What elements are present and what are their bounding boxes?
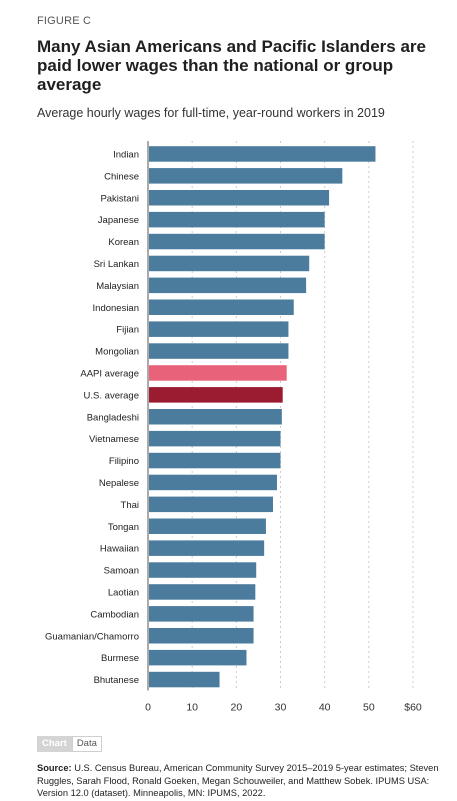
category-label: Korean bbox=[108, 237, 139, 248]
bar bbox=[149, 190, 330, 206]
category-label: Burmese bbox=[101, 653, 139, 664]
figure-label: FIGURE C bbox=[37, 15, 92, 27]
category-label: Thai bbox=[121, 500, 139, 511]
tab-chart[interactable]: Chart bbox=[37, 736, 72, 752]
source-text: U.S. Census Bureau, American Community S… bbox=[37, 763, 439, 798]
category-label: Vietnamese bbox=[89, 434, 139, 445]
bar bbox=[149, 496, 273, 513]
category-label: Hawaiian bbox=[100, 544, 139, 555]
bar bbox=[149, 474, 277, 491]
bar bbox=[149, 606, 254, 622]
category-label: Guamanian/Chamorro bbox=[45, 631, 139, 642]
tab-data[interactable]: Data bbox=[71, 736, 102, 752]
bar bbox=[149, 452, 281, 469]
category-label: Filipino bbox=[109, 456, 139, 467]
bar bbox=[149, 430, 281, 447]
bar bbox=[149, 540, 265, 556]
bar bbox=[149, 387, 283, 403]
bar bbox=[149, 299, 294, 315]
category-label: Mongolian bbox=[95, 347, 139, 358]
bar bbox=[149, 211, 325, 228]
category-label: Fijian bbox=[116, 325, 139, 336]
category-label: Tongan bbox=[108, 522, 139, 533]
category-label: Chinese bbox=[104, 171, 139, 182]
category-label: Nepalese bbox=[99, 478, 139, 489]
x-tick-label: 50 bbox=[363, 702, 375, 714]
chart-title: Many Asian Americans and Pacific Islande… bbox=[37, 37, 426, 94]
bar bbox=[149, 409, 282, 425]
bar bbox=[149, 584, 256, 600]
category-label: AAPI average bbox=[80, 368, 139, 379]
bar-chart: Indian Chinese Pakistani Japanese Korean Sri … bbox=[45, 141, 422, 714]
category-label: Bangladeshi bbox=[87, 412, 139, 423]
bar bbox=[149, 255, 310, 272]
source-label: Source: bbox=[37, 763, 72, 773]
chart-subtitle: Average hourly wages for full-time, year… bbox=[37, 106, 385, 120]
x-tick-label: 40 bbox=[319, 702, 331, 714]
bar bbox=[149, 562, 257, 578]
bar bbox=[149, 628, 254, 644]
category-label: Laotian bbox=[108, 587, 139, 598]
bar bbox=[149, 321, 289, 337]
bar bbox=[149, 343, 289, 359]
source-note: Source: U.S. Census Bureau, American Com… bbox=[37, 762, 447, 800]
bar bbox=[149, 168, 343, 184]
bar bbox=[149, 518, 266, 534]
category-label: Cambodian bbox=[90, 609, 139, 620]
category-label: Sri Lankan bbox=[94, 259, 139, 270]
category-label: Japanese bbox=[98, 215, 139, 226]
category-label: Malaysian bbox=[96, 281, 139, 292]
bar bbox=[149, 365, 287, 381]
bar bbox=[149, 233, 325, 250]
bar bbox=[149, 649, 247, 666]
bar bbox=[149, 277, 307, 294]
category-label: Bhutanese bbox=[94, 675, 139, 686]
x-tick-label: $60 bbox=[404, 702, 422, 714]
category-label: Pakistani bbox=[100, 193, 139, 204]
category-label: Samoan bbox=[104, 566, 139, 577]
bar bbox=[149, 146, 376, 162]
category-label: Indonesian bbox=[93, 303, 139, 314]
category-label: U.S. average bbox=[84, 390, 139, 401]
x-tick-label: 0 bbox=[145, 702, 151, 714]
x-tick-label: 30 bbox=[275, 702, 287, 714]
x-tick-label: 20 bbox=[230, 702, 242, 714]
x-tick-label: 10 bbox=[186, 702, 198, 714]
bar bbox=[149, 671, 220, 688]
category-label: Indian bbox=[113, 149, 139, 160]
view-tabs: Chart Data bbox=[37, 736, 102, 752]
